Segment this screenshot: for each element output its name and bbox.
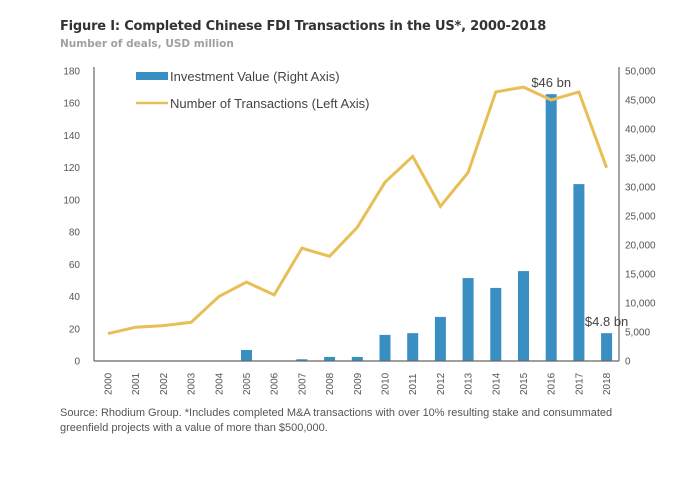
x-tick-label: 2001 [131, 372, 142, 395]
right-tick-label: 10,000 [625, 299, 656, 310]
legend-line-label: Number of Transactions (Left Axis) [170, 96, 369, 111]
x-tick-label: 2017 [574, 372, 585, 395]
x-tick-label: 2011 [408, 373, 419, 395]
chart-title: Figure I: Completed Chinese FDI Transact… [60, 19, 547, 34]
left-tick-label: 80 [69, 228, 81, 239]
investment-bar [490, 287, 502, 361]
investment-bar [324, 356, 336, 361]
investment-bar [351, 356, 363, 361]
x-tick-label: 2013 [464, 372, 475, 395]
investment-bar [296, 359, 308, 361]
left-tick-label: 40 [69, 292, 81, 303]
left-axis-ticks: 0 20 40 60 80 100 120 140 160 180 [63, 67, 80, 368]
x-tick-label: 2009 [353, 372, 364, 395]
x-tick-label: 2000 [104, 372, 115, 395]
legend-bar-swatch [136, 72, 168, 80]
legend: Investment Value (Right Axis) Number of … [136, 69, 369, 111]
right-axis-ticks: 0 5,000 10,000 15,000 20,000 25,000 30,000 35,0… [625, 67, 656, 368]
x-axis-tick-labels: 2000 2001 2002 2003 2004 2005 2006 2007 2008 2009… [104, 372, 614, 395]
investment-bar [518, 271, 529, 361]
right-tick-label: 0 [625, 357, 631, 368]
right-tick-label: 15,000 [625, 270, 656, 281]
x-tick-label: 2002 [159, 372, 170, 395]
right-tick-label: 30,000 [625, 183, 656, 194]
left-tick-label: 140 [63, 131, 80, 142]
investment-bar [545, 94, 557, 361]
investment-bar [601, 333, 613, 361]
x-tick-label: 2008 [325, 372, 336, 395]
x-tick-label: 2007 [297, 372, 308, 395]
left-tick-label: 160 [63, 99, 80, 110]
investment-bar [241, 349, 252, 361]
chart-subtitle: Number of deals, USD million [60, 38, 234, 50]
left-tick-label: 20 [69, 324, 81, 335]
investment-bar [434, 316, 446, 361]
investment-bar [462, 278, 474, 361]
legend-bar-label: Investment Value (Right Axis) [170, 69, 340, 84]
right-tick-label: 35,000 [625, 154, 656, 165]
left-tick-label: 60 [69, 260, 81, 271]
right-tick-label: 45,000 [625, 96, 656, 107]
transactions-line [107, 85, 609, 336]
right-tick-label: 25,000 [625, 212, 656, 223]
right-tick-label: 40,000 [625, 125, 656, 136]
x-tick-label: 2010 [381, 372, 392, 395]
bar-annotation: $4.8 bn [585, 314, 628, 329]
left-tick-label: 0 [74, 357, 80, 368]
investment-bar [379, 334, 391, 361]
x-tick-label: 2003 [187, 372, 198, 395]
left-tick-label: 120 [63, 163, 80, 174]
x-tick-label: 2014 [491, 372, 502, 395]
x-tick-label: 2006 [270, 372, 281, 395]
x-tick-label: 2012 [436, 372, 447, 395]
right-tick-label: 50,000 [625, 67, 656, 78]
right-tick-label: 20,000 [625, 241, 656, 252]
x-tick-label: 2015 [519, 372, 530, 395]
x-tick-label: 2005 [242, 372, 253, 395]
x-tick-label: 2004 [214, 372, 225, 395]
x-tick-label: 2018 [602, 372, 613, 395]
x-tick-label: 2016 [547, 372, 558, 395]
investment-bar [407, 333, 419, 361]
bar-annotation: $46 bn [531, 75, 571, 90]
source-footnote: Source: Rhodium Group. *Includes complet… [60, 407, 613, 434]
chart-canvas: 0 20 40 60 80 100 120 140 160 180 0 5,000 10,000 15,… [63, 67, 656, 396]
investment-bars [241, 94, 613, 361]
left-tick-label: 100 [63, 195, 80, 206]
left-tick-label: 180 [63, 67, 80, 78]
annotations: $46 bn $4.8 bn [531, 75, 628, 329]
investment-bar [573, 184, 585, 361]
right-tick-label: 5,000 [625, 328, 650, 339]
